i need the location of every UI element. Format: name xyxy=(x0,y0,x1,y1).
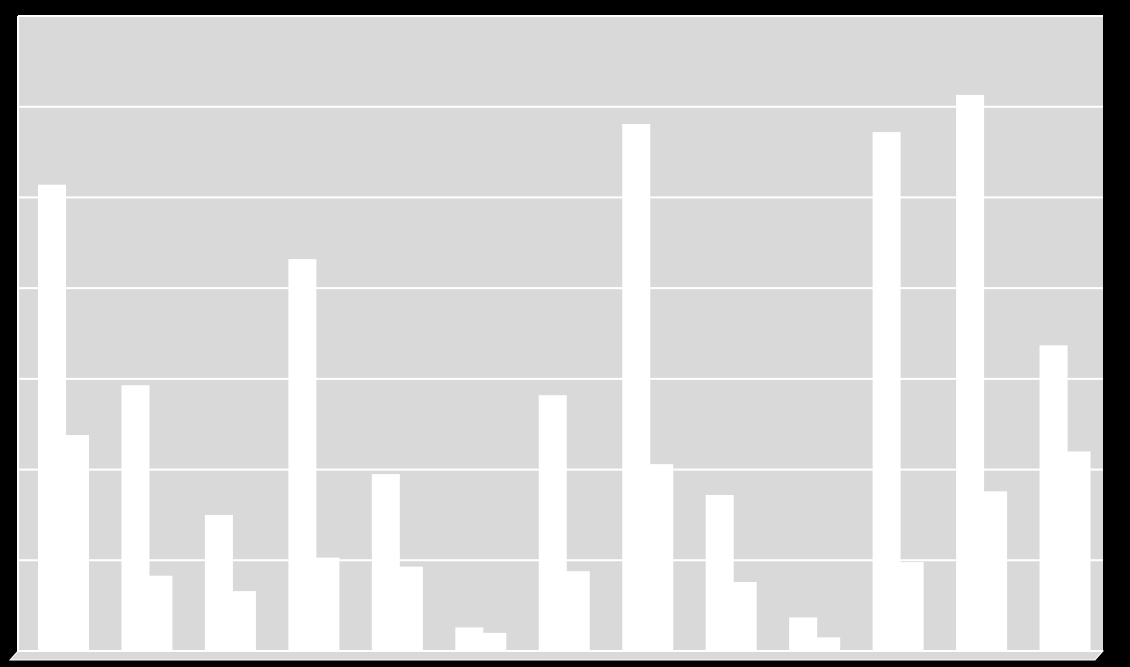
bar xyxy=(814,637,841,651)
bar xyxy=(647,464,674,651)
bar xyxy=(730,582,757,651)
bar xyxy=(313,557,340,651)
bar xyxy=(146,575,173,651)
bar xyxy=(204,514,233,651)
bar xyxy=(371,474,400,651)
bar xyxy=(396,566,423,651)
bar xyxy=(897,562,924,651)
bar xyxy=(1039,345,1068,651)
bar xyxy=(789,617,818,651)
bar xyxy=(538,395,567,651)
bar xyxy=(480,632,507,651)
bar xyxy=(622,123,651,651)
bar xyxy=(956,94,985,651)
bar xyxy=(288,259,317,651)
bar xyxy=(1064,451,1091,651)
bar xyxy=(705,494,734,651)
bar xyxy=(981,491,1008,651)
bar xyxy=(563,571,590,651)
bar xyxy=(63,435,89,651)
bar xyxy=(872,132,901,652)
bar xyxy=(38,184,66,651)
floor xyxy=(8,650,1105,661)
bar xyxy=(455,627,484,651)
bar xyxy=(121,385,150,651)
bar xyxy=(229,591,256,651)
